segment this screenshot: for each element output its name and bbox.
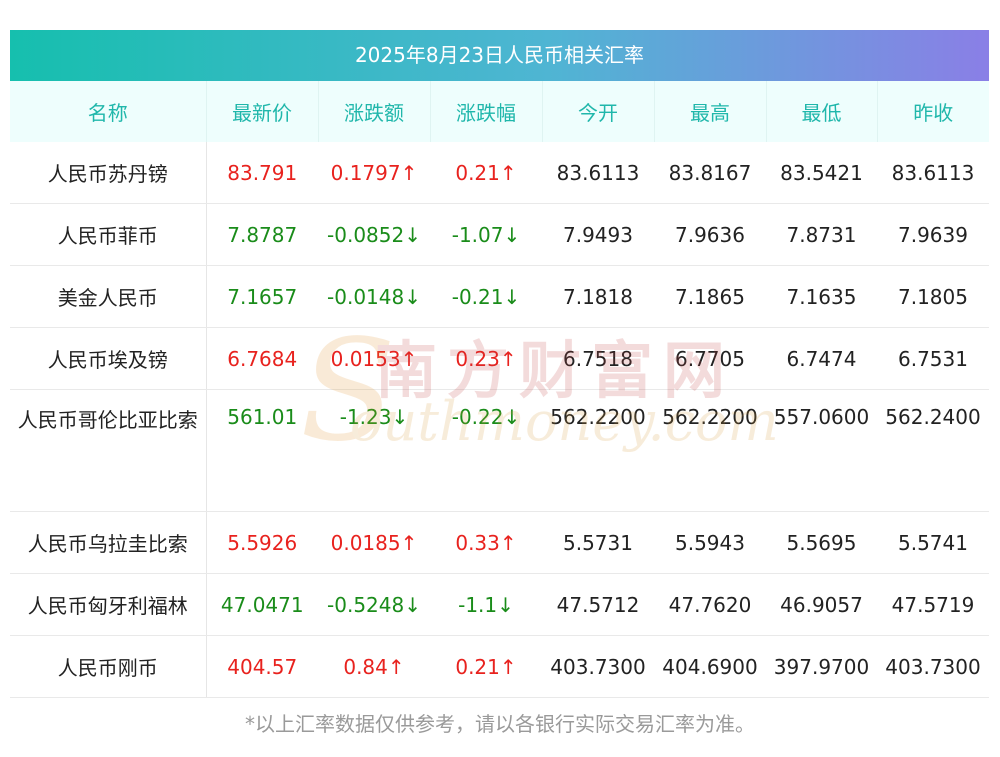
cell-low: 7.1635: [766, 265, 877, 328]
col-header-pct: 涨跌幅: [430, 81, 543, 142]
page-title: 2025年8月23日人民币相关汇率: [10, 30, 989, 81]
cell-change: -1.23↓: [318, 389, 430, 512]
cell-prev: 7.9639: [877, 203, 989, 266]
cell-open: 83.6113: [542, 142, 654, 204]
cell-change: -0.5248↓: [318, 573, 430, 636]
table-row: 人民币乌拉圭比索 5.5926 0.0185↑ 0.33↑ 5.5731 5.5943 5.…: [10, 511, 989, 574]
cell-name: 人民币菲币: [10, 203, 206, 266]
cell-open: 5.5731: [542, 511, 654, 574]
col-header-open: 今开: [542, 81, 655, 142]
cell-latest: 561.01: [205, 389, 318, 512]
cell-latest: 47.0471: [205, 573, 318, 636]
table-header-row: 名称 最新价 涨跌额 涨跌幅 今开 最高 最低 昨收: [10, 81, 989, 142]
cell-name: 人民币哥伦比亚比索: [10, 389, 206, 512]
cell-change: -0.0852↓: [318, 203, 430, 266]
cell-low: 557.0600: [766, 389, 877, 512]
cell-high: 5.5943: [654, 511, 766, 574]
rates-table: 名称 最新价 涨跌额 涨跌幅 今开 最高 最低 昨收 人民币苏丹镑 83.791 0…: [10, 81, 989, 698]
cell-prev: 7.1805: [877, 265, 989, 328]
cell-name: 人民币刚币: [10, 635, 206, 698]
col-header-name: 名称: [10, 81, 207, 142]
cell-open: 562.2200: [542, 389, 654, 512]
cell-latest: 7.1657: [205, 265, 318, 328]
col-header-change: 涨跌额: [318, 81, 431, 142]
rates-panel: 2025年8月23日人民币相关汇率 名称 最新价 涨跌额 涨跌幅 今开 最高 最…: [10, 30, 989, 698]
cell-name: 人民币埃及镑: [10, 327, 206, 390]
cell-pct: -0.22↓: [430, 389, 542, 512]
cell-pct: -0.21↓: [430, 265, 542, 328]
cell-name: 人民币苏丹镑: [10, 142, 206, 204]
cell-name: 人民币乌拉圭比索: [10, 511, 206, 574]
cell-open: 7.9493: [542, 203, 654, 266]
col-header-high: 最高: [654, 81, 767, 142]
cell-latest: 7.8787: [205, 203, 318, 266]
cell-open: 47.5712: [542, 573, 654, 636]
cell-low: 83.5421: [766, 142, 877, 204]
table-row: 人民币刚币 404.57 0.84↑ 0.21↑ 403.7300 404.6900 397…: [10, 635, 989, 698]
cell-change: 0.0185↑: [318, 511, 430, 574]
cell-high: 83.8167: [654, 142, 766, 204]
cell-prev: 47.5719: [877, 573, 989, 636]
cell-open: 7.1818: [542, 265, 654, 328]
cell-pct: 0.21↑: [430, 635, 542, 698]
cell-pct: 0.21↑: [430, 142, 542, 204]
cell-change: 0.0153↑: [318, 327, 430, 390]
cell-prev: 6.7531: [877, 327, 989, 390]
cell-high: 7.1865: [654, 265, 766, 328]
col-header-latest: 最新价: [206, 81, 319, 142]
footnote: *以上汇率数据仅供参考，请以各银行实际交易汇率为准。: [245, 712, 755, 736]
cell-change: 0.84↑: [318, 635, 430, 698]
cell-open: 6.7518: [542, 327, 654, 390]
cell-high: 562.2200: [654, 389, 766, 512]
cell-prev: 403.7300: [877, 635, 989, 698]
cell-open: 403.7300: [542, 635, 654, 698]
cell-pct: 0.23↑: [430, 327, 542, 390]
col-header-prev: 昨收: [877, 81, 989, 142]
cell-high: 6.7705: [654, 327, 766, 390]
table-row: 人民币苏丹镑 83.791 0.1797↑ 0.21↑ 83.6113 83.8167 83…: [10, 142, 989, 204]
table-row: 美金人民币 7.1657 -0.0148↓ -0.21↓ 7.1818 7.1865 7.1…: [10, 265, 989, 328]
cell-high: 47.7620: [654, 573, 766, 636]
cell-high: 404.6900: [654, 635, 766, 698]
cell-latest: 404.57: [205, 635, 318, 698]
cell-prev: 562.2400: [877, 389, 989, 512]
cell-latest: 5.5926: [205, 511, 318, 574]
cell-pct: -1.07↓: [430, 203, 542, 266]
table-row: 人民币匈牙利福林 47.0471 -0.5248↓ -1.1↓ 47.5712 47.76…: [10, 573, 989, 636]
cell-low: 5.5695: [766, 511, 877, 574]
cell-prev: 83.6113: [877, 142, 989, 204]
col-header-low: 最低: [766, 81, 878, 142]
cell-low: 6.7474: [766, 327, 877, 390]
cell-low: 397.9700: [766, 635, 877, 698]
cell-latest: 83.791: [205, 142, 318, 204]
cell-low: 46.9057: [766, 573, 877, 636]
cell-change: -0.0148↓: [318, 265, 430, 328]
cell-pct: -1.1↓: [430, 573, 542, 636]
table-row: 人民币哥伦比亚比索 561.01 -1.23↓ -0.22↓ 562.2200 562.2…: [10, 389, 989, 512]
cell-prev: 5.5741: [877, 511, 989, 574]
cell-change: 0.1797↑: [318, 142, 430, 204]
cell-name: 人民币匈牙利福林: [10, 573, 206, 636]
cell-pct: 0.33↑: [430, 511, 542, 574]
table-row: 人民币菲币 7.8787 -0.0852↓ -1.07↓ 7.9493 7.9636 7.8…: [10, 203, 989, 266]
cell-name: 美金人民币: [10, 265, 206, 328]
cell-latest: 6.7684: [205, 327, 318, 390]
cell-high: 7.9636: [654, 203, 766, 266]
table-row: 人民币埃及镑 6.7684 0.0153↑ 0.23↑ 6.7518 6.7705 6.74…: [10, 327, 989, 390]
cell-low: 7.8731: [766, 203, 877, 266]
